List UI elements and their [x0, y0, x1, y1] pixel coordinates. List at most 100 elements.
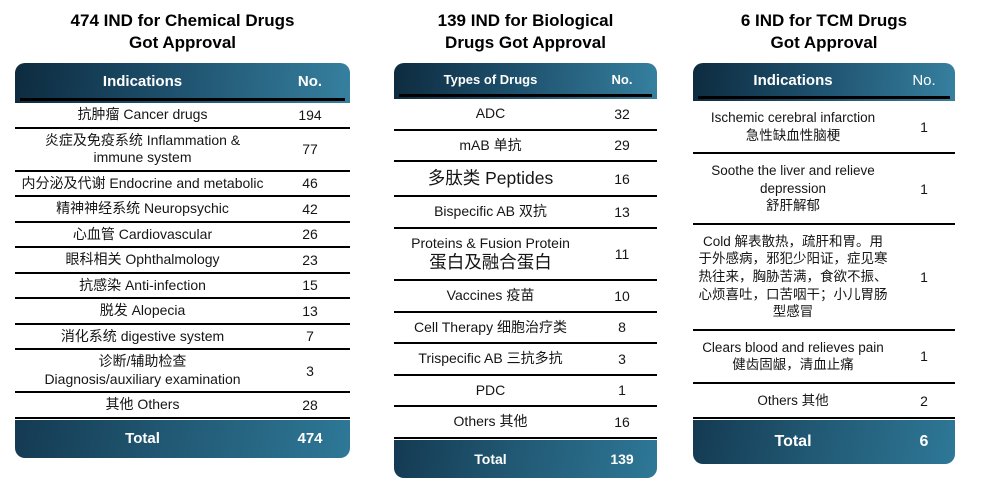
row-value: 2 [920, 392, 928, 409]
row-value: 10 [614, 287, 630, 304]
row-value: 15 [302, 277, 318, 294]
row-label: 心血管 Cardiovascular [15, 223, 270, 247]
table-row: Vaccines 疫苗 10 [394, 281, 657, 313]
table-row: 多肽类 Peptides 16 [394, 162, 657, 198]
table-row: 抗肿瘤 Cancer drugs 194 [15, 103, 350, 129]
approval-table-tcm: 6 IND for TCM Drugs Got Approval Indicat… [693, 0, 955, 465]
row-label-line: Clears blood and relieves pain [702, 339, 884, 355]
row-label-line: immune system [93, 149, 192, 166]
table-row: mAB 单抗 29 [394, 131, 657, 163]
row-label: 抗肿瘤 Cancer drugs [15, 103, 270, 127]
row-label-line: 消化系统 digestive system [60, 327, 225, 344]
table-row: 炎症及免疫系统 Inflammation & immune system 77 [15, 129, 350, 172]
table-row: Cell Therapy 细胞治疗类 8 [394, 313, 657, 345]
row-label: 炎症及免疫系统 Inflammation & immune system [15, 129, 270, 170]
total-value: 6 [919, 433, 929, 451]
row-label-line: 抗感染 Anti-infection [79, 276, 206, 293]
row-label: 消化系统 digestive system [15, 325, 270, 349]
row-label-line: 急性缺血性脑梗 [745, 127, 841, 143]
row-value: 23 [302, 251, 318, 268]
row-label-line: Cell Therapy 细胞治疗类 [413, 318, 567, 335]
table-row: 精神神经系统 Neuropsychic 42 [15, 197, 350, 223]
table-row: ADC 32 [394, 99, 657, 131]
row-value: 46 [302, 175, 318, 192]
total-label: Total [125, 430, 160, 448]
row-label-line: Vaccines 疫苗 [446, 287, 535, 304]
row-value: 16 [614, 170, 630, 187]
row-label: Soothe the liver and relieve depression 舒… [693, 154, 893, 223]
row-label: 眼科相关 Ophthalmology [15, 248, 270, 272]
row-value: 3 [306, 362, 314, 379]
row-label-line: 蛋白及融合蛋白 [429, 252, 552, 273]
table-row: Ischemic cerebral infarction 急性缺血性脑梗 1 [693, 101, 955, 155]
row-label-line: Others 其他 [453, 413, 528, 430]
row-label: 精神神经系统 Neuropsychic [15, 197, 270, 221]
table-row: 心血管 Cardiovascular 26 [15, 223, 350, 249]
row-value: 26 [302, 226, 318, 243]
row-value: 1 [920, 180, 928, 197]
row-label-line: 健齿固龈，清血止痛 [732, 357, 854, 373]
row-label-line: ADC [475, 105, 506, 122]
row-label-line: Cold 解表散热，疏肝和胃。用于外感病，邪犯少阳证，症见寒热往来，胸胁苦满，食… [698, 233, 888, 320]
row-label-line: Diagnosis/auxiliary examination [44, 370, 241, 387]
row-label-line: 多肽类 Peptides [427, 168, 554, 189]
row-label-line: 内分泌及代谢 Endocrine and metabolic [21, 174, 264, 191]
row-value: 28 [302, 396, 318, 413]
table-row: PDC 1 [394, 376, 657, 408]
table-row: 抗感染 Anti-infection 15 [15, 274, 350, 300]
row-label: Proteins & Fusion Protein 蛋白及融合蛋白 [394, 229, 587, 280]
row-label: Others 其他 [693, 384, 893, 418]
row-label: Cell Therapy 细胞治疗类 [394, 313, 587, 343]
row-label-line: Others 其他 [757, 392, 829, 408]
table-row: 脱发 Alopecia 13 [15, 299, 350, 325]
total-label: Total [474, 450, 507, 467]
table-row: Soothe the liver and relieve depression 舒… [693, 154, 955, 225]
row-label-line: 脱发 Alopecia [99, 302, 186, 319]
row-label-line: Proteins & Fusion Protein [411, 234, 570, 251]
table-title: 474 IND for Chemical Drugs Got Approval [70, 11, 295, 53]
column-header-label: Indications [102, 73, 183, 91]
row-value: 42 [302, 200, 318, 217]
table-row: Others 其他 2 [693, 384, 955, 420]
total-label: Total [774, 433, 812, 451]
row-value: 7 [306, 328, 314, 345]
table-row: Proteins & Fusion Protein 蛋白及融合蛋白 11 [394, 229, 657, 282]
table-total-row: Total 474 [15, 419, 350, 458]
table-total-row: Total 6 [693, 420, 955, 465]
table-row: 内分泌及代谢 Endocrine and metabolic 46 [15, 172, 350, 198]
row-label: 多肽类 Peptides [394, 162, 587, 195]
row-value: 13 [614, 203, 630, 220]
table-row: Others 其他 16 [394, 407, 657, 439]
row-value: 1 [920, 348, 928, 365]
table-rows: Ischemic cerebral infarction 急性缺血性脑梗 1 So… [693, 101, 955, 420]
column-header-label: Indications [753, 72, 833, 90]
row-label-line: 抗肿瘤 Cancer drugs [77, 106, 208, 123]
row-value: 194 [298, 106, 322, 123]
table-title: 6 IND for TCM Drugs Got Approval [740, 11, 908, 53]
column-header-no: No. [912, 72, 936, 90]
row-label: 其他 Others [15, 393, 270, 417]
row-value: 11 [614, 245, 630, 262]
row-label-line: 心血管 Cardiovascular [72, 225, 213, 242]
row-label: Trispecific AB 三抗多抗 [394, 344, 587, 374]
approval-table-chemical: 474 IND for Chemical Drugs Got Approval … [15, 0, 350, 458]
row-label: Others 其他 [394, 407, 587, 437]
row-label-line: 其他 Others [105, 396, 180, 413]
row-label: mAB 单抗 [394, 131, 587, 161]
table-row: 其他 Others 28 [15, 393, 350, 419]
table-row: Trispecific AB 三抗多抗 3 [394, 344, 657, 376]
column-header-label: Types of Drugs [443, 72, 538, 88]
row-label-line: PDC [475, 381, 506, 398]
row-label: 抗感染 Anti-infection [15, 274, 270, 298]
table-row: Clears blood and relieves pain 健齿固龈，清血止痛 … [693, 331, 955, 384]
total-value: 139 [610, 450, 634, 467]
row-label: PDC [394, 376, 587, 406]
row-label: Cold 解表散热，疏肝和胃。用于外感病，邪犯少阳证，症见寒热往来，胸胁苦满，食… [693, 225, 893, 329]
table-title: 139 IND for Biological Drugs Got Approva… [437, 11, 614, 53]
table-rows: 抗肿瘤 Cancer drugs 194 炎症及免疫系统 Inflammatio… [15, 103, 350, 419]
row-value: 13 [302, 302, 318, 319]
row-label-line: 眼科相关 Ophthalmology [65, 251, 220, 268]
row-label-line: mAB 单抗 [459, 136, 522, 153]
row-label: Vaccines 疫苗 [394, 281, 587, 311]
row-label: Ischemic cerebral infarction 急性缺血性脑梗 [693, 101, 893, 152]
